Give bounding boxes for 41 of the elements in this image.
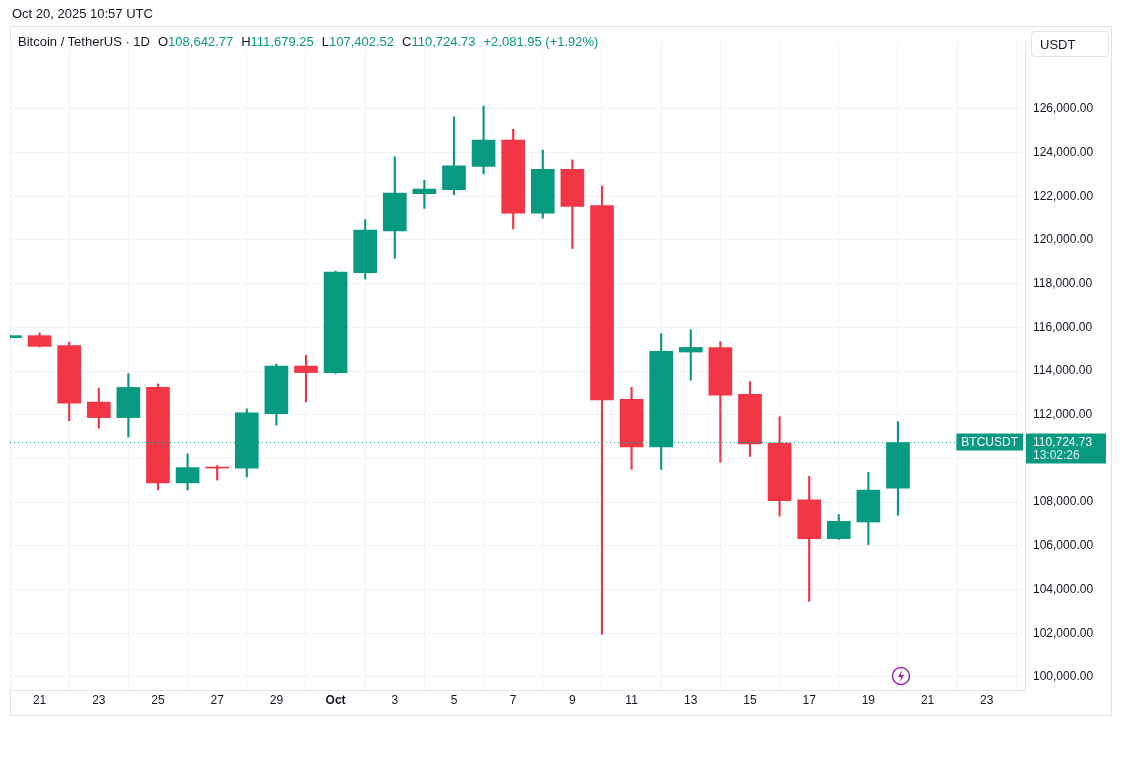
text: Oct 20, 2025 10:57 UTC (12, 6, 153, 21)
y-tick-label: 102,000.00 (1033, 625, 1094, 640)
ref-line-label: BTCUSDT (961, 434, 1019, 449)
x-tick-label: 15 (743, 692, 757, 707)
annotation: H111,679.25 (241, 34, 314, 49)
text: 13:02:26 (1033, 447, 1081, 462)
x-tick-label: 7 (509, 692, 517, 707)
x-tick-label: 11 (625, 692, 639, 707)
y-tick-label: 126,000.00 (1033, 101, 1094, 116)
chart-title: Bitcoin / TetherUS · 1D (18, 34, 150, 49)
y-tick-label: 104,000.00 (1033, 581, 1094, 596)
x-tick-label: 21 (920, 692, 935, 707)
y-tick-label: 100,000.00 (1033, 669, 1094, 684)
x-tick-label: 17 (802, 692, 817, 707)
y-axis-title: USDT (1031, 31, 1109, 57)
y-tick-label: 106,000.00 (1033, 538, 1094, 553)
annotation: C110,724.73 (402, 34, 476, 49)
annotation: O108,642.77 (157, 34, 234, 49)
x-tick-label: 13 (684, 692, 698, 707)
y-tick-label: 108,000.00 (1033, 494, 1094, 509)
x-tick-label: 3 (391, 692, 399, 707)
y-tick-label: 122,000.00 (1033, 188, 1094, 203)
text: 110,724.73 (1033, 434, 1093, 449)
annotation: +2,081.95 (+1.92%) (483, 34, 599, 49)
x-tick-label: 9 (569, 692, 577, 707)
y-tick-label: 114,000.00 (1033, 363, 1093, 378)
x-tick-label: 25 (151, 692, 165, 707)
x-tick-label: 5 (450, 692, 458, 707)
y-tick-label: 118,000.00 (1033, 275, 1093, 290)
y-tick-label: 112,000.00 (1033, 407, 1093, 422)
annotation: L107,402.52 (321, 34, 395, 49)
y-tick-label: 120,000.00 (1033, 232, 1094, 247)
x-tick-label: 21 (32, 692, 47, 707)
y-tick-label: 116,000.00 (1033, 319, 1093, 334)
x-tick-label: 19 (861, 692, 876, 707)
x-tick-label: 29 (269, 692, 284, 707)
x-tick-label: 23 (92, 692, 106, 707)
y-tick-label: 124,000.00 (1033, 144, 1094, 159)
x-tick-label: Oct (325, 692, 346, 707)
x-tick-label: 27 (210, 692, 225, 707)
x-tick-label: 23 (980, 692, 994, 707)
